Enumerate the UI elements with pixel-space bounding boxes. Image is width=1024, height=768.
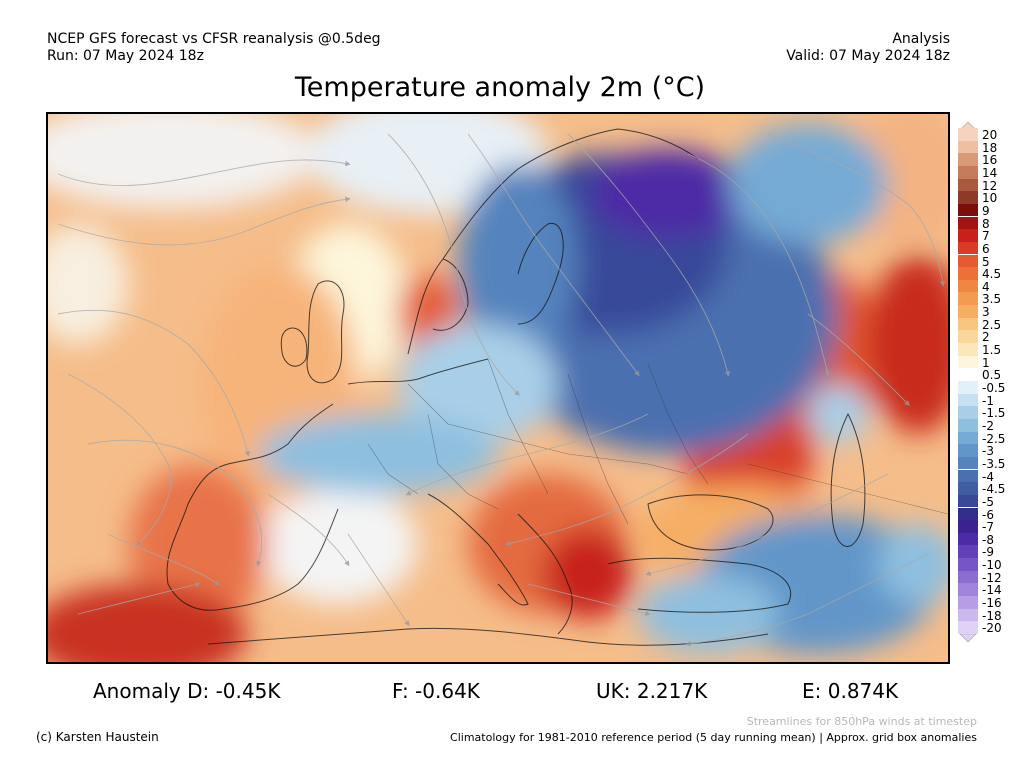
colorbar-label: 16 — [982, 154, 997, 166]
colorbar-label: 7 — [982, 230, 990, 242]
colorbar-swatch — [958, 242, 978, 255]
header-right: Analysis Valid: 07 May 2024 18z — [786, 31, 950, 65]
colorbar-swatch — [958, 330, 978, 343]
colorbar-swatch — [958, 267, 978, 280]
colorbar-label: -12 — [982, 572, 1002, 584]
colorbar-swatch — [958, 571, 978, 584]
colorbar-swatch — [958, 356, 978, 369]
colorbar-swatch — [958, 583, 978, 596]
colorbar-label: -1 — [982, 395, 994, 407]
colorbar-label: 3.5 — [982, 293, 1001, 305]
colorbar-label: -2.5 — [982, 433, 1005, 445]
colorbar-label: -4 — [982, 471, 994, 483]
colorbar-label: 2 — [982, 331, 990, 343]
colorbar-label: 5 — [982, 256, 990, 268]
colorbar-label: -1.5 — [982, 407, 1005, 419]
colorbar-label: -9 — [982, 546, 994, 558]
colorbar-swatch — [958, 545, 978, 558]
streamlines-note: Streamlines for 850hPa winds at timestep — [747, 715, 977, 728]
colorbar-label: -3 — [982, 445, 994, 457]
analysis-label: Analysis — [786, 31, 950, 48]
colorbar-swatch — [958, 381, 978, 394]
model-description: NCEP GFS forecast vs CFSR reanalysis @0.… — [47, 31, 381, 48]
colorbar-swatch — [958, 596, 978, 609]
colorbar-label: 1.5 — [982, 344, 1001, 356]
colorbar-swatch — [958, 609, 978, 622]
colorbar-swatch — [958, 128, 978, 141]
colorbar-label: 14 — [982, 167, 997, 179]
valid-time: Valid: 07 May 2024 18z — [786, 48, 950, 65]
colorbar-label: 10 — [982, 192, 997, 204]
colorbar-label: 1 — [982, 357, 990, 369]
colorbar-label: -10 — [982, 559, 1002, 571]
colorbar-swatch — [958, 255, 978, 268]
colorbar-swatch — [958, 406, 978, 419]
colorbar-swatch — [958, 292, 978, 305]
colorbar-swatch — [958, 482, 978, 495]
temperature-anomaly-map — [46, 112, 950, 664]
colorbar-swatch — [958, 495, 978, 508]
colorbar-swatch — [958, 419, 978, 432]
colorbar-label: -5 — [982, 496, 994, 508]
colorbar-swatch — [958, 153, 978, 166]
colorbar-label: -16 — [982, 597, 1002, 609]
map-canvas — [48, 114, 948, 662]
colorbar-label: -0.5 — [982, 382, 1005, 394]
anomaly-germany: Anomaly D: -0.45K — [93, 679, 280, 703]
colorbar-label: 0.5 — [982, 369, 1001, 381]
anomaly-uk: UK: 2.217K — [596, 679, 707, 703]
colorbar-label: 4 — [982, 281, 990, 293]
colorbar-label: -8 — [982, 534, 994, 546]
colorbar-label: 8 — [982, 218, 990, 230]
colorbar-label: 2.5 — [982, 319, 1001, 331]
colorbar-label: -2 — [982, 420, 994, 432]
colorbar-label: 3 — [982, 306, 990, 318]
colorbar-swatch — [958, 394, 978, 407]
colorbar-label: 6 — [982, 243, 990, 255]
map-title: Temperature anomaly 2m (°C) — [0, 72, 1000, 103]
climatology-note: Climatology for 1981-2010 reference peri… — [450, 731, 977, 744]
colorbar-label: 9 — [982, 205, 990, 217]
colorbar-swatch — [958, 470, 978, 483]
colorbar-swatch — [958, 621, 978, 634]
colorbar-label: 18 — [982, 142, 997, 154]
run-time: Run: 07 May 2024 18z — [47, 48, 381, 65]
colorbar-label: -4.5 — [982, 483, 1005, 495]
colorbar-swatch — [958, 318, 978, 331]
colorbar-swatch — [958, 217, 978, 230]
colorbar-swatch — [958, 444, 978, 457]
colorbar-label: -3.5 — [982, 458, 1005, 470]
colorbar-swatch — [958, 368, 978, 381]
colorbar-swatch — [958, 508, 978, 521]
colorbar-swatch — [958, 204, 978, 217]
anomaly-france: F: -0.64K — [392, 679, 480, 703]
colorbar-swatch — [958, 520, 978, 533]
colorbar-swatch — [958, 305, 978, 318]
anomaly-england: E: 0.874K — [802, 679, 898, 703]
colorbar-swatch — [958, 179, 978, 192]
copyright-credit: (c) Karsten Haustein — [36, 730, 159, 744]
colorbar-swatch — [958, 432, 978, 445]
header-left: NCEP GFS forecast vs CFSR reanalysis @0.… — [47, 31, 381, 65]
colorbar-swatch — [958, 533, 978, 546]
colorbar-swatch — [958, 191, 978, 204]
colorbar-label: 4.5 — [982, 268, 1001, 280]
colorbar-label: 20 — [982, 129, 997, 141]
colorbar-bottom-arrow — [960, 634, 976, 642]
colorbar-label: -14 — [982, 584, 1002, 596]
colorbar-label: 12 — [982, 180, 997, 192]
colorbar-label: -20 — [982, 622, 1002, 634]
colorbar-label: -7 — [982, 521, 994, 533]
colorbar-swatch — [958, 141, 978, 154]
colorbar-label: -18 — [982, 610, 1002, 622]
colorbar-swatch — [958, 457, 978, 470]
colorbar-swatch — [958, 558, 978, 571]
colorbar-swatch — [958, 343, 978, 356]
colorbar-swatch — [958, 280, 978, 293]
colorbar-label: -6 — [982, 509, 994, 521]
colorbar-swatch — [958, 166, 978, 179]
colorbar-swatch — [958, 229, 978, 242]
